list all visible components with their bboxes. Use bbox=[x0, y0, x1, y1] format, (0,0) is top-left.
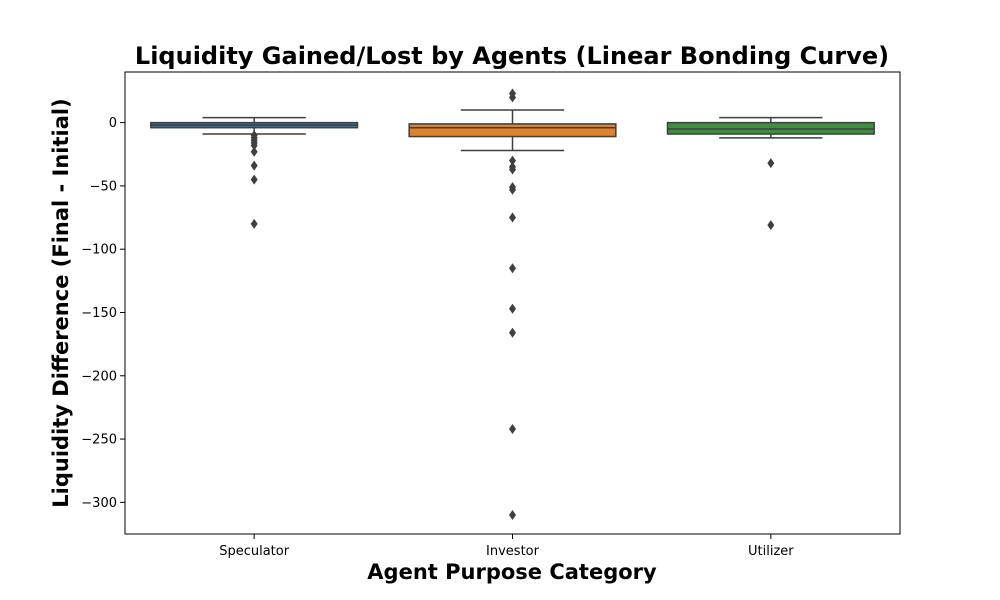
y-tick-label: −150 bbox=[81, 306, 117, 321]
outlier-point bbox=[250, 146, 258, 157]
y-axis: 0 −50 −100 −150 −200 −250 −300 bbox=[81, 116, 125, 511]
outlier-point bbox=[509, 155, 516, 166]
y-tick-label: 0 bbox=[109, 116, 117, 131]
outlier-point bbox=[250, 174, 258, 185]
x-axis: Speculator Investor Utilizer bbox=[219, 534, 794, 559]
x-tick-label: Speculator bbox=[219, 544, 290, 559]
y-tick-label: −300 bbox=[81, 496, 117, 511]
outlier-point bbox=[509, 510, 516, 521]
y-tick-label: −100 bbox=[81, 243, 117, 258]
boxes-group bbox=[150, 88, 875, 521]
box-speculator bbox=[150, 116, 359, 229]
y-axis-label: Liquidity Difference (Final - Initial) bbox=[49, 98, 73, 507]
box-utilizer bbox=[666, 116, 875, 231]
box-iqr bbox=[408, 123, 617, 138]
outlier-point bbox=[509, 212, 516, 223]
outlier-point bbox=[767, 220, 775, 231]
outlier-point bbox=[250, 140, 258, 151]
x-axis-label: Agent Purpose Category bbox=[367, 560, 657, 584]
outlier-point bbox=[250, 160, 258, 171]
outlier-point bbox=[509, 327, 516, 338]
outlier-point bbox=[509, 92, 516, 103]
outlier-point bbox=[509, 303, 516, 314]
y-tick-label: −50 bbox=[90, 179, 117, 194]
box-investor bbox=[408, 88, 617, 521]
outlier-point bbox=[509, 423, 516, 434]
x-tick-label: Utilizer bbox=[748, 544, 794, 559]
outlier-point bbox=[250, 218, 258, 229]
chart-title: Liquidity Gained/Lost by Agents (Linear … bbox=[135, 42, 889, 70]
y-tick-label: −250 bbox=[81, 433, 117, 448]
outlier-point bbox=[509, 164, 516, 175]
outlier-point bbox=[509, 263, 516, 274]
y-tick-label: −200 bbox=[81, 369, 117, 384]
x-tick-label: Investor bbox=[486, 544, 540, 559]
outlier-point bbox=[767, 158, 775, 169]
outlier-point bbox=[509, 184, 516, 195]
